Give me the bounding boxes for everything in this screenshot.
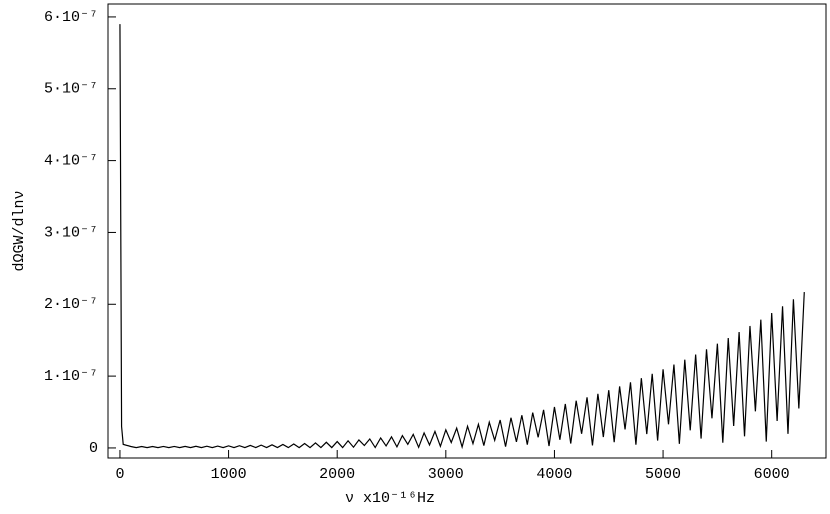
x-axis-label: ν x10⁻¹⁶Hz (345, 490, 435, 507)
y-tick-label: 2·10⁻⁷ (44, 296, 98, 313)
x-tick-label: 3000 (428, 466, 464, 483)
x-tick-label: 0 (115, 466, 124, 483)
x-tick-label: 2000 (319, 466, 355, 483)
x-tick-label: 5000 (645, 466, 681, 483)
y-tick-label: 5·10⁻⁷ (44, 81, 98, 98)
y-tick-label: 0 (89, 440, 98, 457)
x-tick-label: 6000 (754, 466, 790, 483)
plot-frame (107, 3, 827, 459)
y-tick-label: 3·10⁻⁷ (44, 224, 98, 241)
y-tick-label: 6·10⁻⁷ (44, 9, 98, 26)
x-tick-label: 1000 (211, 466, 247, 483)
data-line (119, 24, 805, 450)
y-axis-label: dΩGW/dlnν (11, 190, 28, 271)
y-tick-label: 4·10⁻⁷ (44, 153, 98, 170)
y-tick-label: 1·10⁻⁷ (44, 368, 98, 385)
x-tick-label: 4000 (536, 466, 572, 483)
